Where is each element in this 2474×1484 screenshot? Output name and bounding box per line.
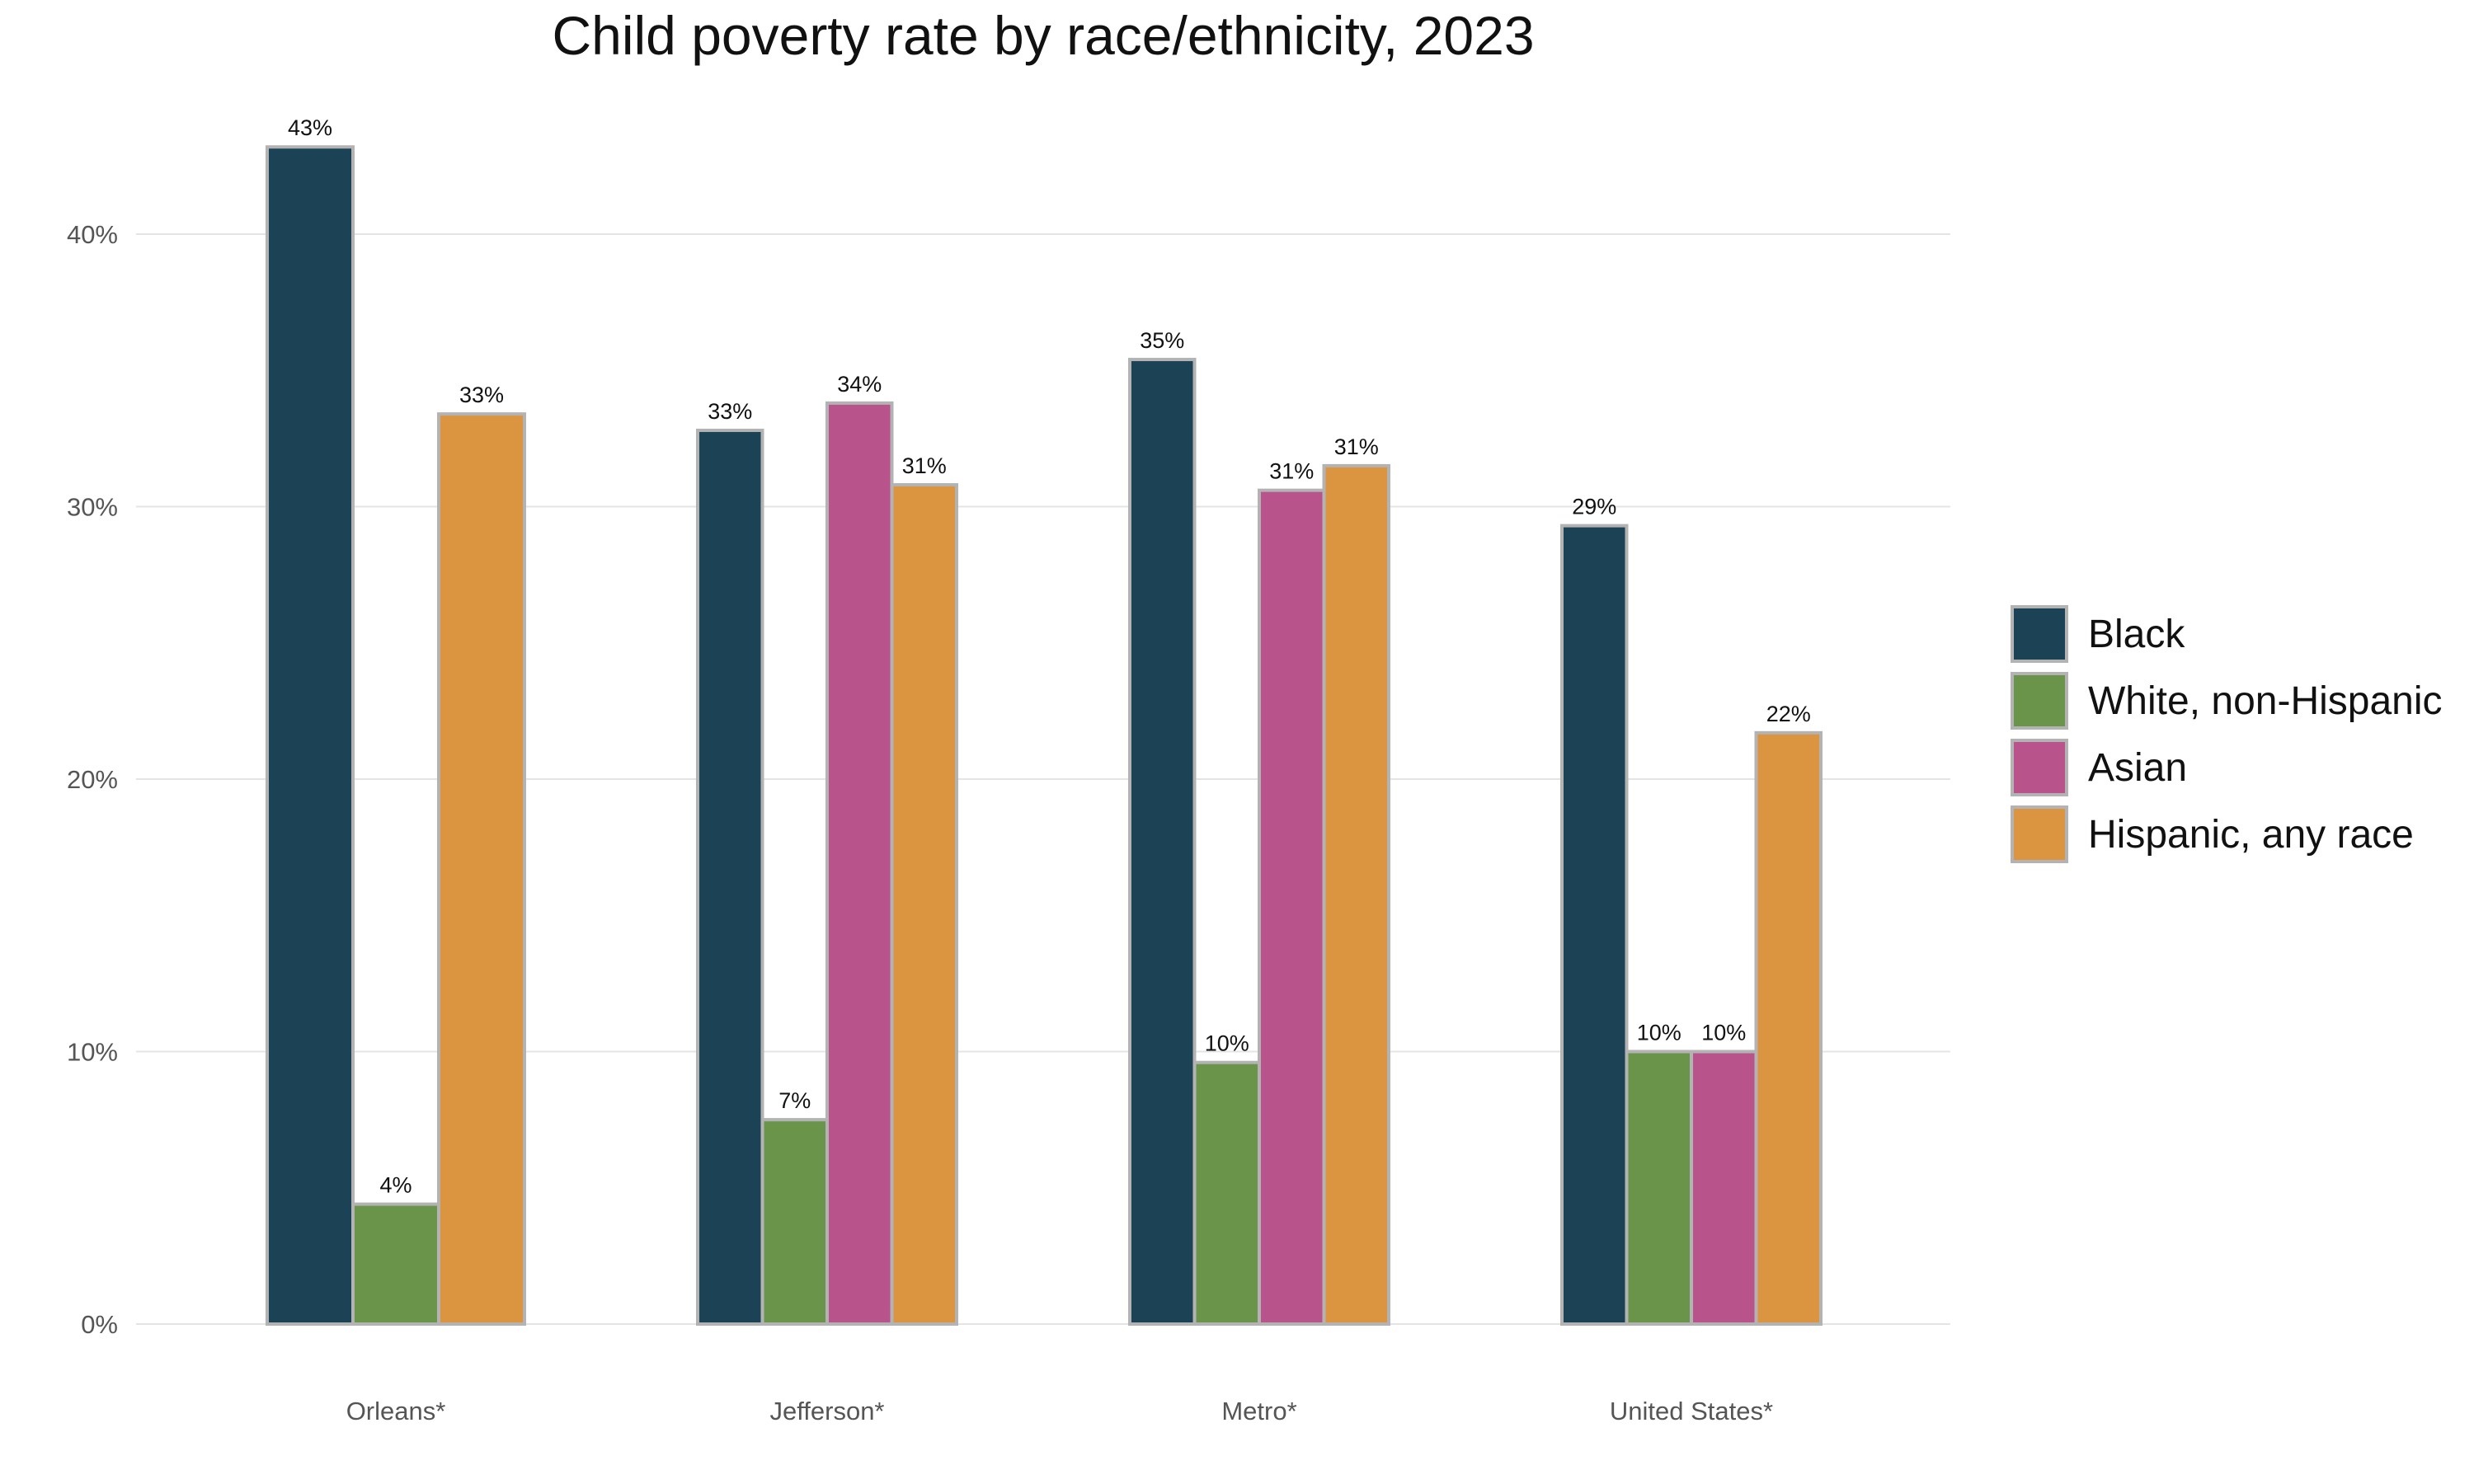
legend-label: Asian xyxy=(2088,746,2187,790)
x-category-label: United States* xyxy=(1610,1397,1773,1425)
bar xyxy=(1754,730,1823,1326)
bar xyxy=(1128,358,1197,1326)
bar xyxy=(437,412,526,1326)
bar xyxy=(1560,524,1629,1326)
bar xyxy=(1690,1050,1758,1326)
bar xyxy=(760,1118,829,1326)
x-category-label: Jefferson* xyxy=(769,1397,884,1425)
data-label: 34% xyxy=(837,372,882,397)
legend-label: Black xyxy=(2088,613,2185,656)
legend-swatch xyxy=(2011,805,2068,863)
legend-swatch xyxy=(2011,605,2068,663)
data-label: 22% xyxy=(1766,702,1811,726)
bar xyxy=(1625,1050,1693,1326)
data-label: 35% xyxy=(1140,328,1184,353)
chart-title: Child poverty rate by race/ethnicity, 20… xyxy=(552,5,1534,66)
data-label: 7% xyxy=(778,1088,811,1113)
data-label: 31% xyxy=(1269,459,1314,484)
y-tick-label: 0% xyxy=(81,1310,118,1339)
bars xyxy=(266,145,1823,1327)
data-label: 10% xyxy=(1205,1031,1249,1056)
legend: Black White, non-Hispanic Asian Hispanic, a… xyxy=(2011,605,2443,863)
x-axis-categories: Orleans* Jefferson* Metro* United States* xyxy=(346,1397,1773,1425)
x-category-label: Orleans* xyxy=(346,1397,446,1425)
data-labels: 43% 4% 33% 33% 7% 34% 31% 35% 10% 31% 31% 29% 10% 10%… xyxy=(288,115,1811,1197)
data-label: 43% xyxy=(288,115,332,140)
bar xyxy=(266,145,355,1327)
data-label: 31% xyxy=(902,453,947,478)
bar xyxy=(696,428,764,1327)
bar xyxy=(825,401,894,1326)
data-label: 10% xyxy=(1701,1021,1746,1045)
bar xyxy=(1322,463,1390,1326)
legend-label: Hispanic, any race xyxy=(2088,813,2414,857)
bar xyxy=(1258,488,1326,1326)
bar xyxy=(890,483,958,1326)
y-tick-label: 10% xyxy=(67,1038,118,1067)
y-tick-label: 40% xyxy=(67,220,118,249)
y-axis-ticks: 0% 10% 20% 30% 40% xyxy=(67,220,118,1339)
legend-swatch xyxy=(2011,672,2068,730)
legend-swatch xyxy=(2011,739,2068,796)
legend-label: White, non-Hispanic xyxy=(2088,679,2443,723)
data-label: 4% xyxy=(379,1173,412,1198)
bar xyxy=(1192,1060,1261,1326)
bar xyxy=(351,1202,440,1326)
y-tick-label: 30% xyxy=(67,493,118,522)
data-label: 10% xyxy=(1637,1021,1681,1045)
data-label: 29% xyxy=(1572,495,1616,519)
data-label: 31% xyxy=(1334,434,1379,459)
data-label: 33% xyxy=(459,383,504,407)
y-tick-label: 20% xyxy=(67,765,118,794)
data-label: 33% xyxy=(708,399,752,424)
x-category-label: Metro* xyxy=(1221,1397,1296,1425)
